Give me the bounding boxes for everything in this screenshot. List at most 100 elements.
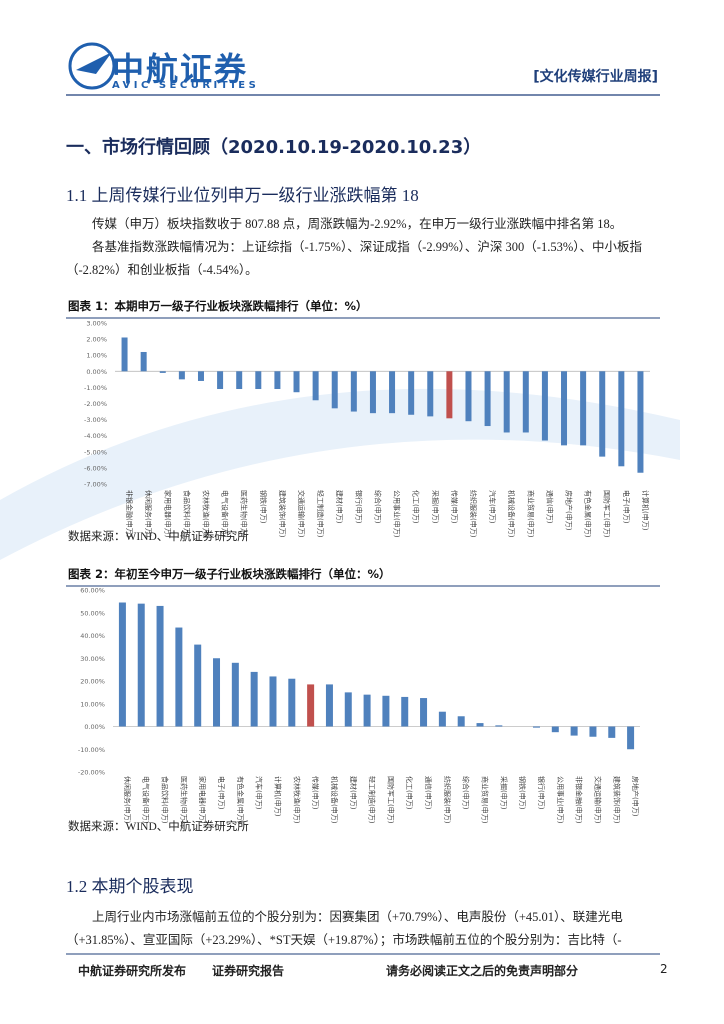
bar: [618, 371, 625, 467]
figure-source: 数据来源：WIND、中航证券研究所: [68, 531, 249, 543]
x-tick-label: 轻工制造(申万): [368, 776, 377, 824]
y-tick-label: 0.00%: [86, 368, 107, 376]
x-tick-label: 采掘(申万): [431, 490, 440, 524]
page-number: 2: [660, 962, 668, 976]
bar: [427, 371, 434, 417]
bar: [255, 371, 262, 390]
x-tick-label: 医药生物(申万): [240, 490, 249, 538]
x-tick-label: 休闲服务(申万): [123, 776, 132, 824]
bar: [250, 671, 258, 727]
x-tick-label: 商业贸易(申万): [481, 776, 490, 824]
bar: [389, 371, 396, 414]
x-tick-label: 化工(申万): [412, 490, 421, 524]
bar: [438, 711, 446, 727]
y-tick-label: 50.00%: [80, 609, 105, 617]
x-tick-label: 房地产(申万): [631, 776, 640, 817]
x-tick-label: 综合(申万): [373, 490, 382, 524]
report-tag: [文化传媒行业周报]: [533, 69, 658, 85]
bar: [194, 644, 202, 727]
x-tick-label: 交通运输(申万): [593, 776, 602, 824]
bar: [608, 726, 616, 738]
bar: [503, 371, 510, 433]
y-tick-label: -10.00%: [78, 746, 105, 754]
y-tick-label: 60.00%: [80, 587, 105, 595]
bar: [363, 694, 371, 727]
x-tick-label: 农林牧渔(申万): [201, 490, 210, 538]
x-tick-label: 建材(申万): [335, 490, 344, 524]
y-tick-label: 30.00%: [80, 655, 105, 663]
bar: [408, 371, 415, 415]
paragraph: 传媒（申万）板块指数收于 807.88 点，周涨跌幅为-2.92%，在申万一级行…: [92, 217, 623, 231]
x-tick-label: 通信(申万): [424, 776, 433, 810]
bar: [627, 726, 635, 750]
bar: [599, 371, 606, 457]
x-tick-label: 国防军工(申万): [603, 490, 612, 538]
bar: [217, 371, 224, 390]
x-tick-label: 电气设备(申万): [221, 490, 230, 538]
bar: [140, 351, 147, 372]
x-tick-label: 钢铁(申万): [518, 776, 527, 810]
y-tick-label: -20.00%: [78, 769, 105, 777]
x-tick-label: 采掘(申万): [499, 776, 508, 810]
bar: [541, 371, 548, 441]
x-tick-label: 机械设备(申万): [507, 490, 516, 538]
x-tick-label: 计算机(申万): [273, 776, 282, 817]
logo-mark: [68, 42, 116, 90]
bar: [465, 371, 472, 422]
figure-source: 数据来源：WIND、中航证券研究所: [68, 821, 249, 833]
x-tick-label: 建筑装饰(申万): [278, 490, 287, 538]
x-tick-label: 房地产(申万): [565, 490, 574, 531]
bar: [484, 371, 491, 427]
x-tick-label: 电子(申万): [217, 776, 226, 810]
bar: [312, 371, 319, 401]
bar: [637, 371, 644, 473]
bar: [551, 726, 559, 733]
y-tick-label: 0.00%: [84, 723, 105, 731]
bar: [288, 678, 296, 727]
x-tick-label: 传媒(申万): [450, 490, 459, 524]
x-tick-label: 公用事业(申万): [393, 490, 402, 538]
x-tick-label: 农林牧渔(申万): [292, 776, 301, 824]
figure-caption: 图表 1：本期申万一级子行业板块涨跌幅排行（单位：%）: [68, 299, 368, 313]
bar: [561, 371, 568, 446]
bar: [589, 726, 597, 737]
x-tick-label: 钢铁(申万): [259, 490, 268, 524]
y-tick-label: -2.00%: [84, 400, 107, 408]
y-tick-label: -4.00%: [84, 432, 107, 440]
y-tick-label: 40.00%: [80, 632, 105, 640]
bar: [137, 603, 145, 727]
x-tick-label: 公用事业(申万): [556, 776, 565, 824]
bar: [457, 716, 465, 727]
bar: [532, 726, 540, 728]
bar: [495, 725, 503, 727]
bar: [269, 676, 277, 727]
bar: [580, 371, 587, 446]
x-tick-label: 国防军工(申万): [386, 776, 395, 824]
y-tick-label: -7.00%: [84, 481, 107, 489]
paragraph: 上周行业内市场涨幅前五位的个股分别为：因赛集团（+70.79%）、电声股份（+4…: [66, 910, 623, 947]
x-tick-label: 建材(申万): [349, 776, 358, 810]
bar: [570, 726, 578, 736]
x-tick-label: 建筑装饰(申万): [612, 776, 621, 824]
x-tick-label: 综合(申万): [462, 776, 471, 810]
footer-publisher: 中航证券研究所发布: [78, 964, 187, 978]
x-tick-label: 电气设备(申万): [142, 776, 151, 824]
bar: [197, 371, 204, 381]
x-tick-label: 银行(申万): [537, 776, 546, 810]
y-tick-label: 2.00%: [86, 336, 107, 344]
logo-text: 中航证券: [112, 50, 249, 88]
x-tick-label: 非银金融(申万): [125, 490, 134, 538]
bar: [121, 337, 128, 372]
x-tick-label: 有色金属(申万): [236, 776, 245, 824]
bar: [307, 684, 315, 727]
bar: [293, 371, 300, 393]
y-tick-label: 10.00%: [80, 700, 105, 708]
x-tick-label: 传媒(申万): [311, 776, 320, 810]
x-tick-label: 商业贸易(申万): [526, 490, 535, 538]
y-tick-label: 3.00%: [86, 320, 107, 328]
bar: [274, 371, 281, 390]
bar: [420, 698, 428, 727]
y-tick-label: -6.00%: [84, 464, 107, 472]
